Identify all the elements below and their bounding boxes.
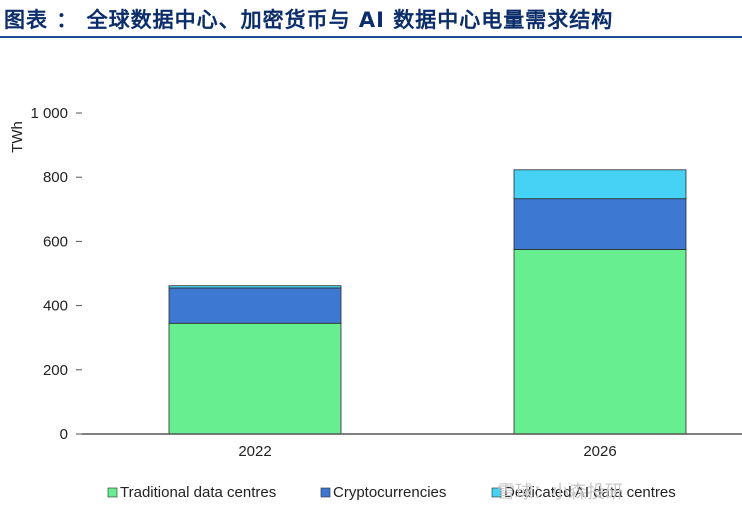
y-tick-label: 200	[43, 362, 68, 379]
y-tick-label: 1 000	[30, 105, 68, 122]
page-title: 图表 ： 全球数据中心、加密货币与 AI 数据中心电量需求结构	[4, 8, 614, 32]
legend: Traditional data centres Cryptocurrencies…	[107, 484, 676, 501]
legend-label: Traditional data centres	[120, 484, 276, 501]
header: 图表 ： 全球数据中心、加密货币与 AI 数据中心电量需求结构	[0, 0, 742, 40]
x-tick-label: 2026	[583, 443, 616, 460]
bar-segment-2022-traditional-data-centres	[168, 322, 342, 435]
y-tick-label: 400	[43, 298, 68, 315]
legend-swatch	[491, 487, 502, 498]
bar-segment-2022-cryptocurrencies	[168, 287, 342, 324]
bar-segment-2022-dedicated-ai-data-centres	[168, 285, 342, 289]
x-tick-label: 2022	[238, 443, 271, 460]
y-tick-label: 600	[43, 233, 68, 250]
legend-swatch	[107, 487, 118, 498]
x-axis: 2022 2026	[238, 443, 616, 460]
bars	[168, 169, 687, 435]
bar-segment-2026-traditional-data-centres	[513, 249, 687, 435]
y-axis-title: TWh	[9, 121, 26, 153]
y-axis: 0 200 400 600 800 1 000	[30, 105, 82, 443]
legend-label: Dedicated AI data centres	[504, 484, 676, 501]
bar-segment-2026-dedicated-ai-data-centres	[513, 169, 687, 200]
title-divider	[0, 36, 742, 38]
stacked-bar-chart: 0 200 400 600 800 1 000 TWh 2022 2026 Traditio…	[9, 105, 742, 502]
legend-swatch	[320, 487, 331, 498]
y-tick-label: 800	[43, 169, 68, 186]
y-tick-label: 0	[60, 426, 68, 443]
watermark: 雪球：小森投研	[497, 482, 623, 502]
bar-segment-2026-cryptocurrencies	[513, 198, 687, 250]
legend-label: Cryptocurrencies	[333, 484, 446, 501]
